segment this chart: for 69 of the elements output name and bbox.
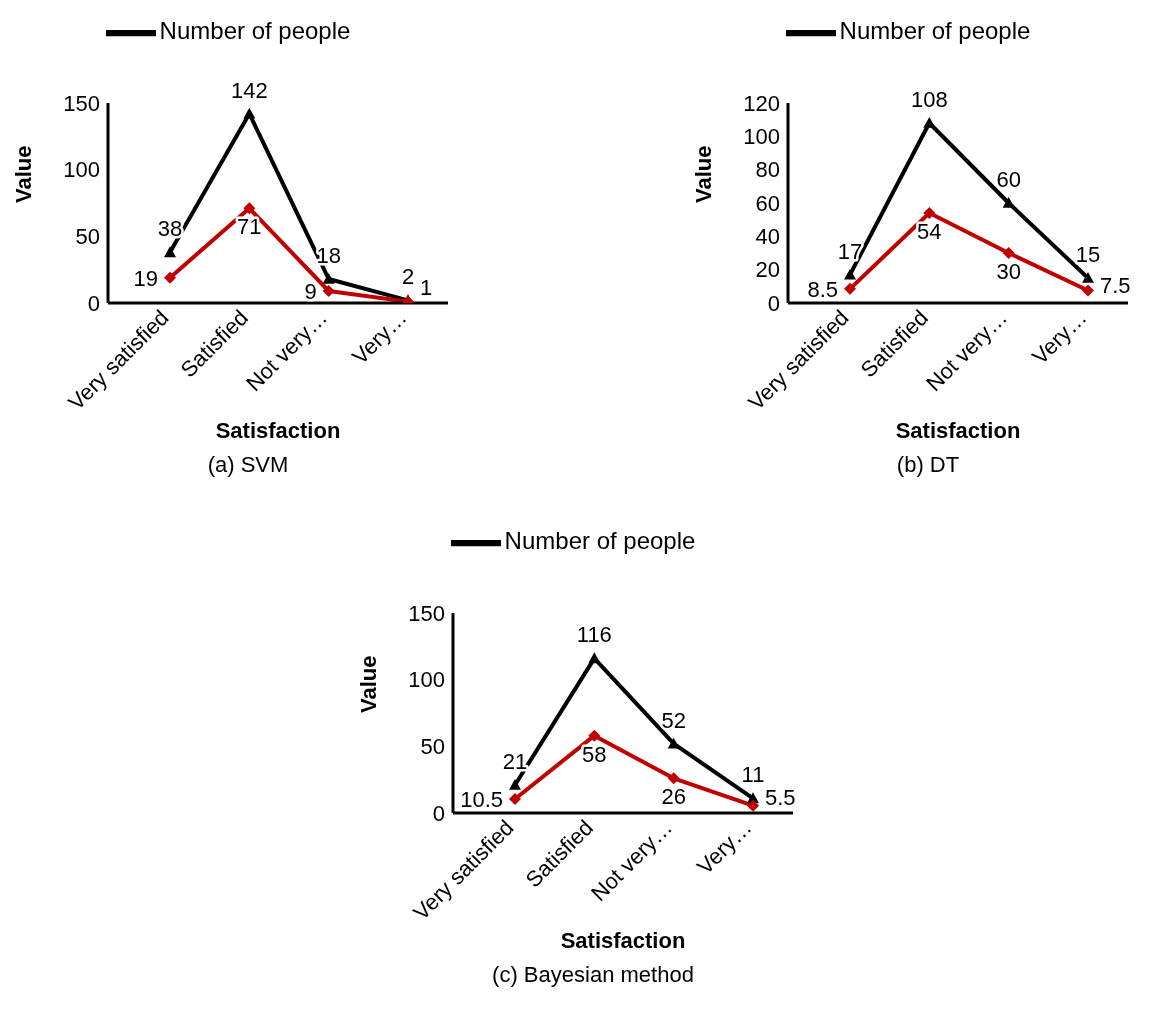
y-tick-label: 80 (755, 157, 780, 183)
legend-label: Number of people (159, 17, 351, 45)
data-label: 15 (1075, 242, 1101, 267)
data-label: 142 (230, 77, 268, 103)
y-tick-label: 120 (743, 90, 780, 116)
data-label: 18 (316, 243, 341, 268)
y-tick-label: 60 (755, 190, 780, 216)
y-tick-label: 150 (63, 90, 100, 116)
data-label: 5.5 (765, 785, 796, 810)
data-label: 71 (237, 214, 262, 240)
point (164, 246, 176, 258)
data-label: 30 (996, 259, 1021, 284)
point (509, 793, 521, 805)
y-tick-label: 50 (420, 734, 445, 760)
y-tick-label: 20 (755, 257, 780, 283)
point (322, 285, 335, 297)
point (923, 207, 936, 219)
point (164, 271, 176, 284)
point (322, 273, 335, 284)
point (844, 282, 856, 295)
data-label: 54 (917, 219, 942, 244)
point (243, 202, 256, 215)
data-label: 2 (401, 264, 415, 290)
y-tick-label: 100 (743, 124, 780, 150)
data-label: 9 (304, 279, 317, 304)
data-label: 108 (910, 87, 948, 112)
data-label: 19 (133, 265, 158, 291)
y-axis-title: Value (690, 145, 716, 203)
point (1082, 272, 1094, 283)
data-label: 8.5 (807, 276, 838, 302)
data-label: 1 (420, 275, 433, 300)
data-label: 38 (157, 216, 183, 242)
y-tick-label: 100 (63, 157, 100, 183)
point (1002, 247, 1015, 259)
text: (b) DT (895, 452, 961, 478)
data-label: 7.5 (1100, 272, 1131, 298)
point (923, 117, 936, 128)
x-axis-title: Satisfaction (215, 418, 341, 443)
y-axis-title: Value (10, 145, 36, 203)
text: (a) SVM (206, 452, 290, 478)
data-label: 11 (741, 762, 765, 788)
data-label: 58 (582, 741, 607, 767)
y-tick-label: 100 (408, 667, 445, 693)
y-tick-label: 150 (408, 600, 445, 626)
point (1082, 284, 1094, 297)
point (747, 799, 759, 812)
y-tick-label: 0 (767, 290, 780, 316)
data-label: 21 (502, 749, 528, 774)
point (667, 772, 680, 785)
y-tick-label: 0 (87, 290, 100, 316)
y-axis-title: Value (355, 655, 381, 713)
data-label: 52 (661, 707, 686, 733)
y-tick-label: 0 (432, 800, 445, 826)
legend-label: Number of people (504, 527, 696, 555)
data-label: 17 (837, 238, 863, 264)
data-label: 116 (576, 622, 612, 648)
point (243, 107, 256, 119)
point (588, 652, 601, 664)
data-label: 26 (661, 784, 686, 810)
y-tick-label: 40 (755, 224, 780, 250)
point (588, 729, 601, 742)
legend-label: Number of people (839, 17, 1031, 45)
x-axis-title: Satisfaction (560, 928, 686, 953)
y-tick-label: 50 (75, 224, 100, 250)
text: (c) Bayesian method (491, 962, 695, 988)
data-label: 10.5 (460, 787, 503, 812)
x-axis-title: Satisfaction (895, 418, 1021, 443)
data-label: 60 (996, 167, 1021, 192)
point (509, 779, 521, 790)
